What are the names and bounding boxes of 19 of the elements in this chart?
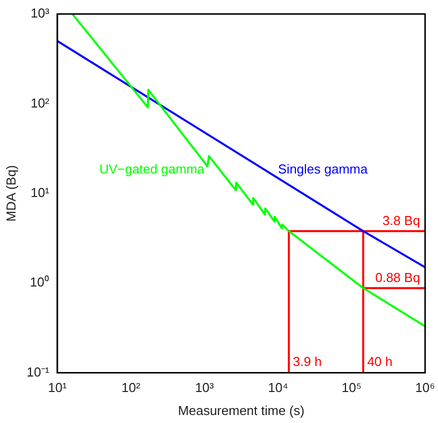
x-tick-label: 10⁶ xyxy=(415,380,435,396)
y-tick-label: 10¹ xyxy=(30,184,50,200)
x-axis-title: Measurement time (s) xyxy=(178,402,304,418)
y-tick-label: 10⁻¹ xyxy=(26,364,50,380)
annotation: 40 h xyxy=(367,354,393,369)
y-axis-title: MDA (Bq) xyxy=(3,165,18,222)
x-tick-label: 10⁴ xyxy=(268,380,288,396)
series-label: Singles gamma xyxy=(278,162,368,177)
annotation: 3.8 Bq xyxy=(382,213,420,228)
series-label: UV−gated gamma xyxy=(99,162,206,177)
x-tick-label: 10³ xyxy=(195,380,215,396)
y-tick-label: 10³ xyxy=(30,6,50,21)
y-tick-label: 10² xyxy=(30,95,50,110)
x-tick-label: 10² xyxy=(122,380,141,396)
annotation: 0.88 Bq xyxy=(375,270,420,286)
x-tick-label: 10⁵ xyxy=(342,380,362,396)
annotation: 3.9 h xyxy=(292,354,322,369)
y-tick-label: 10⁰ xyxy=(30,274,50,290)
x-tick-label: 10¹ xyxy=(48,380,68,396)
